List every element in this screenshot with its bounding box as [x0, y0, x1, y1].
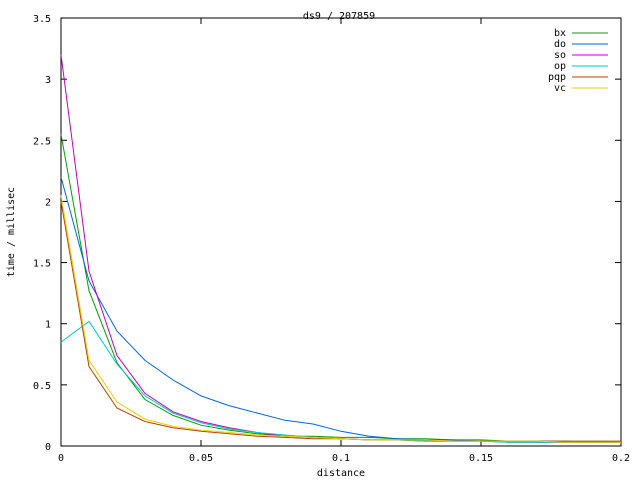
x-tick-label: 0.05 — [189, 453, 213, 464]
y-tick-label: 0.5 — [33, 381, 51, 392]
y-tick-label: 3 — [45, 75, 51, 86]
y-tick-label: 1.5 — [33, 259, 51, 270]
legend-label-do: do — [554, 39, 566, 50]
legend-label-op: op — [554, 61, 566, 72]
y-tick-label: 2 — [45, 197, 51, 208]
legend-label-so: so — [554, 50, 566, 61]
x-tick-label: 0.15 — [469, 453, 493, 464]
y-tick-label: 1 — [45, 320, 51, 331]
y-axis-label: time / millisec — [6, 187, 17, 277]
x-axis-label: distance — [317, 468, 365, 479]
axis-ticks — [60, 17, 622, 447]
axis-tick-labels: 0 0.05 0.1 0.15 0.2 0 0.5 1 1.5 2 2.5 3 3.5 — [33, 14, 630, 464]
legend-label-vc: vc — [554, 83, 566, 94]
y-tick-label: 2.5 — [33, 136, 51, 147]
legend-label-bx: bx — [554, 28, 566, 39]
series-lines — [60, 54, 621, 443]
x-tick-label: 0 — [58, 453, 64, 464]
y-tick-label: 3.5 — [33, 14, 51, 25]
legend-label-pqp: pqp — [548, 72, 566, 83]
x-tick-label: 0.1 — [332, 453, 350, 464]
y-tick-label: 0 — [45, 442, 51, 453]
series-line-vc — [60, 195, 621, 443]
x-tick-label: 0.2 — [612, 453, 630, 464]
chart-title: ds9 / 207859 — [303, 11, 375, 22]
